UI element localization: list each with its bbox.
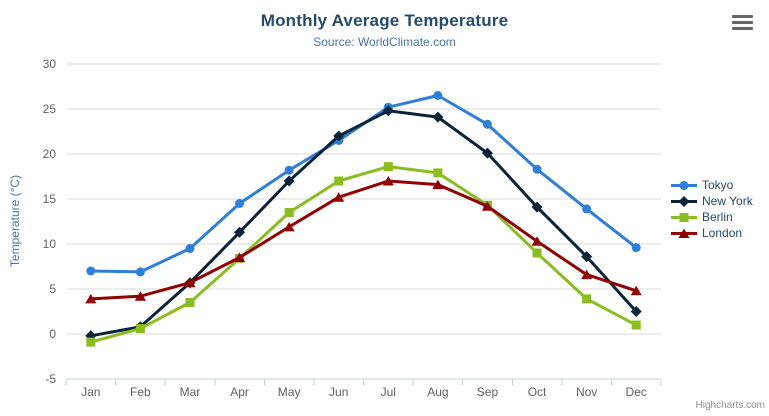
marker-tokyo-jan[interactable] — [86, 266, 96, 276]
x-axis-label: Jan — [81, 385, 100, 399]
chart-title: Monthly Average Temperature — [260, 11, 509, 30]
marker-tokyo-aug[interactable] — [433, 91, 443, 100]
y-axis-label: 0 — [49, 327, 56, 341]
x-axis-label: Jun — [329, 385, 348, 399]
marker-london-jan[interactable] — [85, 293, 97, 304]
marker-london-mar[interactable] — [184, 277, 196, 288]
legend-marker-tokyo — [679, 180, 689, 190]
marker-tokyo-sep[interactable] — [482, 119, 492, 129]
legend-label: Berlin — [702, 210, 733, 224]
marker-london-feb[interactable] — [134, 291, 146, 301]
hamburger-menu-icon — [732, 27, 753, 30]
y-axis-label: 15 — [43, 192, 57, 206]
hamburger-menu-icon — [732, 15, 753, 18]
marker-new-york-nov[interactable] — [581, 251, 593, 263]
marker-london-jun[interactable] — [333, 192, 345, 202]
legend-item-berlin[interactable]: Berlin — [671, 209, 753, 225]
marker-new-york-apr[interactable] — [234, 226, 246, 238]
marker-berlin-mar[interactable] — [185, 298, 195, 307]
credits-link[interactable]: Highcharts.com — [695, 400, 765, 411]
legend-item-tokyo[interactable]: Tokyo — [671, 177, 753, 193]
y-axis-label: 20 — [43, 147, 57, 161]
marker-berlin-jan[interactable] — [86, 337, 96, 347]
y-axis-label: -5 — [45, 372, 56, 386]
marker-new-york-may[interactable] — [283, 175, 295, 187]
marker-berlin-jun[interactable] — [334, 176, 344, 186]
export-menu-button[interactable] — [732, 15, 753, 30]
y-axis-label: 30 — [43, 57, 57, 71]
legend-square-icon — [671, 212, 697, 222]
legend-item-new-york[interactable]: New York — [671, 193, 753, 209]
marker-new-york-aug[interactable] — [432, 111, 444, 123]
hamburger-menu-icon — [732, 21, 753, 24]
marker-london-oct[interactable] — [531, 236, 543, 246]
legend-label: New York — [702, 194, 753, 208]
marker-london-may[interactable] — [283, 221, 295, 232]
x-axis-label: Aug — [427, 385, 448, 399]
x-axis-label: Mar — [180, 385, 201, 399]
marker-tokyo-may[interactable] — [284, 165, 294, 175]
marker-tokyo-nov[interactable] — [582, 204, 592, 214]
y-axis-label: 5 — [49, 282, 56, 296]
marker-tokyo-oct[interactable] — [532, 164, 542, 174]
y-axis-title: Temperature (°C) — [8, 174, 22, 268]
x-axis-label: Feb — [130, 385, 151, 399]
legend-item-london[interactable]: London — [671, 225, 753, 241]
x-axis-label: May — [278, 385, 301, 399]
y-axis-label: 25 — [43, 102, 57, 116]
marker-berlin-may[interactable] — [284, 208, 294, 217]
marker-london-sep[interactable] — [481, 201, 493, 211]
marker-tokyo-feb[interactable] — [135, 267, 145, 277]
marker-tokyo-mar[interactable] — [185, 244, 195, 253]
chart-subtitle: Source: WorldClimate.com — [313, 35, 456, 49]
marker-berlin-oct[interactable] — [532, 248, 542, 258]
marker-new-york-dec[interactable] — [630, 306, 642, 317]
series-new-york — [85, 105, 642, 342]
marker-london-nov[interactable] — [581, 269, 593, 280]
marker-berlin-feb[interactable] — [135, 324, 145, 334]
legend-marker-berlin — [679, 212, 689, 222]
series-london — [85, 176, 642, 304]
series-line-london[interactable] — [89, 179, 638, 301]
x-axis-label: Oct — [528, 385, 547, 399]
marker-london-jul[interactable] — [382, 176, 394, 186]
series-line-berlin[interactable] — [89, 165, 638, 344]
legend-triangle-icon — [671, 228, 697, 238]
legend-marker-new-york — [678, 195, 690, 207]
marker-new-york-oct[interactable] — [531, 201, 543, 213]
legend-marker-london — [678, 228, 690, 238]
marker-tokyo-dec[interactable] — [631, 243, 641, 253]
legend-label: Tokyo — [702, 178, 734, 192]
legend-label: London — [702, 226, 743, 240]
x-axis-label: Apr — [230, 385, 249, 399]
series-line-new-york[interactable] — [89, 109, 638, 338]
marker-new-york-jun[interactable] — [333, 130, 345, 142]
x-axis-label: Nov — [576, 385, 597, 399]
marker-london-dec[interactable] — [630, 285, 642, 296]
legend-circle-icon — [671, 180, 697, 190]
marker-berlin-jul[interactable] — [383, 162, 393, 172]
marker-new-york-jul[interactable] — [382, 105, 394, 117]
marker-berlin-aug[interactable] — [433, 168, 443, 178]
legend-diamond-icon — [671, 195, 697, 207]
y-axis-label: 10 — [43, 237, 57, 251]
marker-berlin-nov[interactable] — [582, 294, 592, 304]
marker-new-york-sep[interactable] — [481, 147, 493, 159]
x-axis-label: Sep — [477, 385, 499, 399]
x-axis-label: Dec — [626, 385, 647, 399]
legend: Tokyo New York Berlin London — [671, 177, 753, 241]
marker-berlin-dec[interactable] — [631, 320, 641, 330]
marker-tokyo-apr[interactable] — [235, 199, 245, 208]
series-tokyo — [86, 91, 641, 277]
marker-london-aug[interactable] — [432, 179, 444, 190]
marker-london-apr[interactable] — [234, 252, 246, 263]
x-axis-label: Jul — [381, 385, 396, 399]
